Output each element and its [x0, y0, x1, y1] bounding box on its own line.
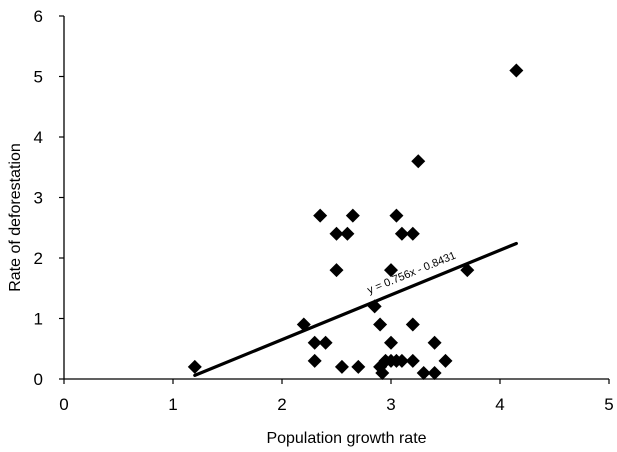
data-points [187, 63, 524, 380]
data-point [318, 335, 333, 350]
data-point [394, 226, 409, 241]
data-point [509, 63, 524, 78]
data-point [329, 226, 344, 241]
x-tick-label: 4 [495, 395, 504, 414]
data-point [313, 208, 328, 223]
data-point [334, 359, 349, 374]
data-point [427, 365, 442, 380]
x-tick-label: 2 [277, 395, 286, 414]
y-tick-label: 2 [34, 249, 43, 268]
y-tick-label: 0 [34, 370, 43, 389]
data-point [187, 359, 202, 374]
data-point [351, 359, 366, 374]
x-axis-title: Population growth rate [266, 430, 426, 447]
data-point [307, 335, 322, 350]
data-point [394, 353, 409, 368]
y-tick-label: 6 [34, 7, 43, 26]
data-point [375, 365, 390, 380]
data-point [438, 353, 453, 368]
data-point [340, 226, 355, 241]
x-tick-label: 5 [604, 395, 613, 414]
data-point [411, 154, 426, 169]
data-point [373, 317, 388, 332]
data-point [416, 365, 431, 380]
data-point [405, 226, 420, 241]
data-point [307, 353, 322, 368]
data-point [384, 263, 398, 278]
y-tick-label: 5 [34, 68, 43, 87]
y-tick-label: 1 [34, 310, 43, 329]
data-point [367, 299, 382, 314]
x-tick-label: 0 [59, 395, 68, 414]
trendline [193, 241, 518, 377]
data-point [389, 208, 404, 223]
y-tick-label: 4 [34, 128, 43, 147]
data-point [384, 335, 398, 350]
data-point [345, 208, 360, 223]
data-point [296, 317, 311, 332]
axes [63, 16, 609, 380]
trendline-group: y = 0.756x - 0.8431 [193, 241, 518, 377]
x-tick-label: 3 [386, 395, 395, 414]
y-tick-label: 3 [34, 189, 43, 208]
data-point [405, 317, 420, 332]
axis-ticks: 0 1 2 3 4 5 0 1 2 3 4 5 6 [34, 7, 614, 414]
data-point [329, 263, 344, 278]
x-tick-label: 1 [168, 395, 177, 414]
data-point [460, 263, 475, 278]
data-point [427, 335, 442, 350]
y-axis-title: Rate of deforestation [7, 143, 24, 292]
data-point [405, 353, 420, 368]
